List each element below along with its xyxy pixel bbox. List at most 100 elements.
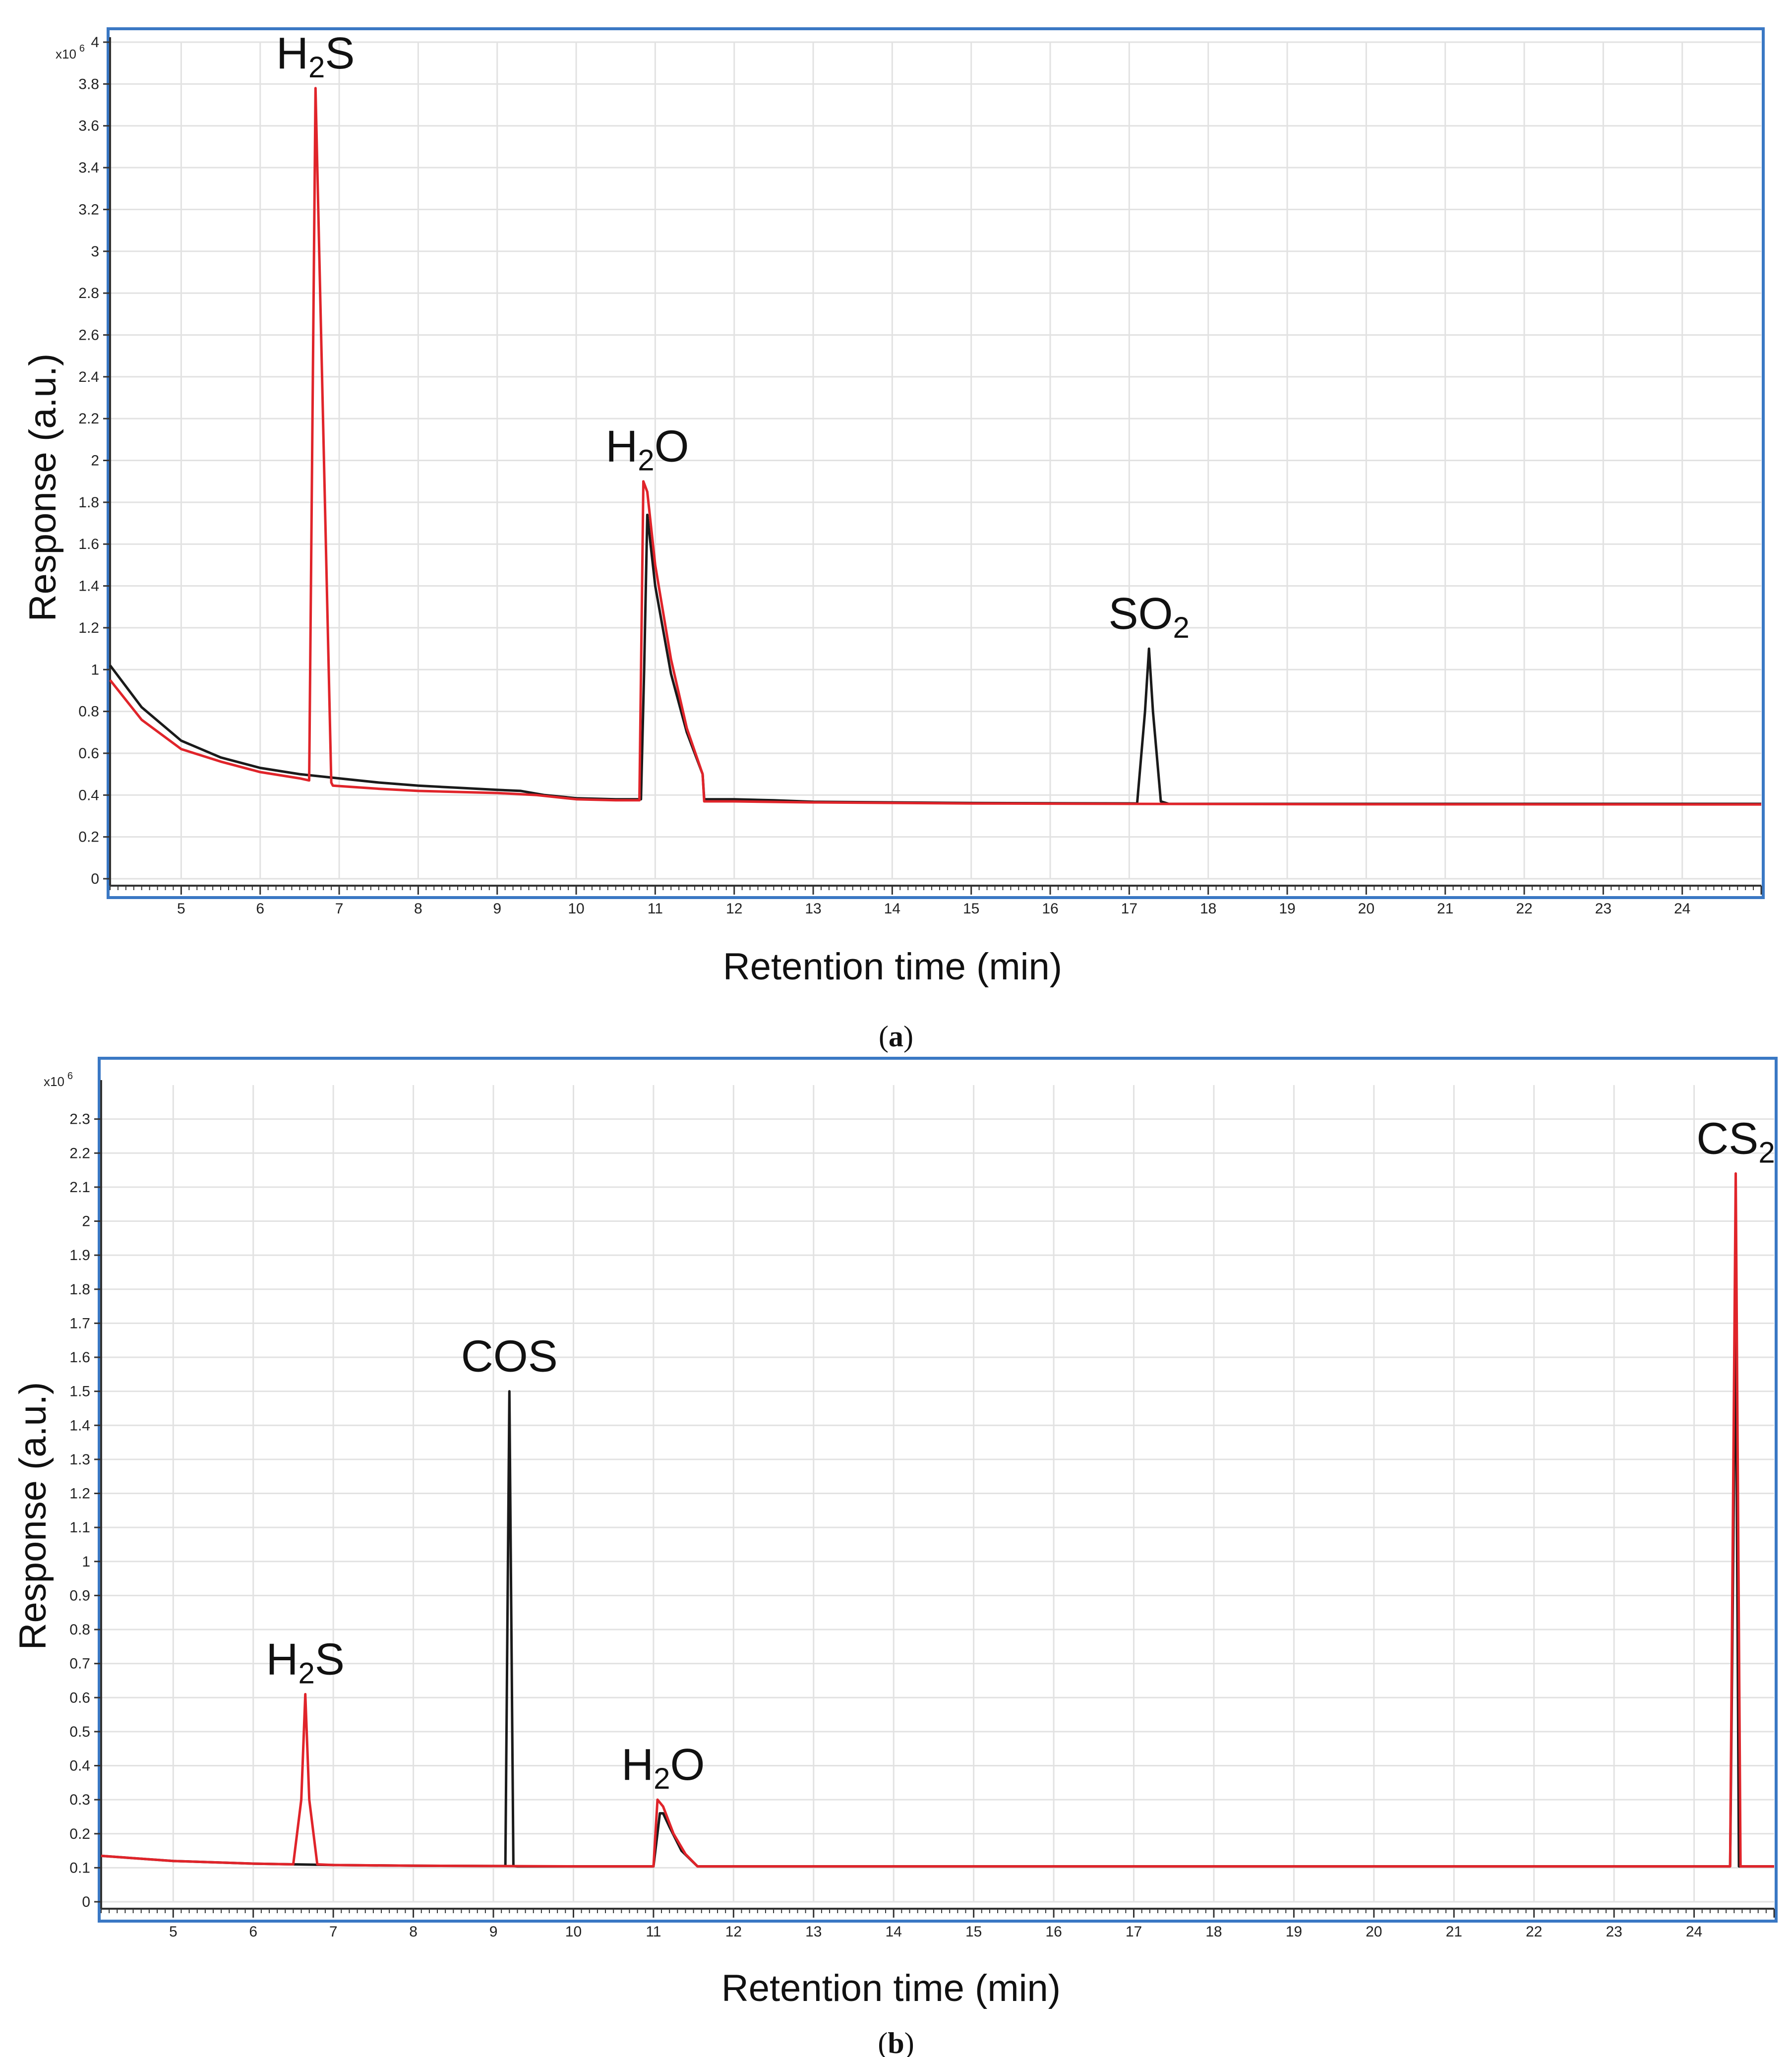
panel-b-series-red-line: [101, 1172, 1774, 1868]
panel-a-ytick-label-10: 2: [91, 453, 99, 469]
panel-b-frame: [98, 1057, 1778, 1923]
panel-a-xtick-label-3: 8: [414, 901, 422, 917]
panel-b-ytick-label-20: 2: [82, 1213, 90, 1230]
panel-a-ytick-label-14: 2.8: [78, 285, 99, 302]
panel-b-xtick-label-4: 9: [489, 1924, 498, 1940]
panel-b-series: [101, 1172, 1774, 1868]
panel-b-peak-label-2-tail: O: [670, 1740, 705, 1790]
panel-b-peak-label-0-main: H: [266, 1634, 298, 1684]
panel-a-scale-label: x10 6: [56, 43, 85, 61]
panel-b-peak-label-0-sub: 2: [298, 1656, 314, 1690]
panel-a-peak-label-0: H2S: [276, 29, 355, 84]
panel-a-ytick-label-3: 0.6: [78, 745, 99, 762]
panel-b-xtick-label-10: 15: [965, 1924, 982, 1940]
panel-a-ytick-label-8: 1.6: [78, 536, 99, 552]
panel-a-ytick-label-12: 2.4: [78, 369, 99, 385]
panel-b-xtick-label-2: 7: [329, 1924, 338, 1940]
panel-a-ytick-label-19: 3.8: [78, 76, 99, 92]
panel-a-xtick-label-7: 12: [726, 901, 742, 917]
panel-a-xtick-label-0: 5: [177, 901, 185, 917]
panel-a-ytick-label-18: 3.6: [78, 118, 99, 134]
panel-b-xtick-label-15: 20: [1366, 1924, 1382, 1940]
panel-a-xtick-label-18: 23: [1595, 901, 1612, 917]
panel-b-xtick-label-12: 17: [1126, 1924, 1142, 1940]
panel-b-xtick-label-16: 21: [1446, 1924, 1462, 1940]
panel-b-ytick-label-16: 1.6: [69, 1349, 90, 1366]
panel-b-y-axis-label: Response (a.u.): [12, 1382, 54, 1650]
panel-a-peak-label-2-sub: 2: [1173, 611, 1190, 644]
panel-b-ytick-label-21: 2.1: [69, 1179, 90, 1196]
panel-a-xtick-label-16: 21: [1437, 901, 1453, 917]
panel-a-xtick-label-10: 15: [963, 901, 979, 917]
panel-b-caption-letter: b: [888, 2027, 904, 2057]
panel-a-ytick-label-6: 1.2: [78, 620, 99, 636]
panel-a-peak-label-1-sub: 2: [638, 444, 654, 477]
panel-a-series-black-line: [109, 513, 1761, 805]
panel-b-ytick-label-10: 1: [82, 1554, 90, 1570]
panel-b-peak-label-0: H2S: [266, 1634, 344, 1690]
panel-b-peak-label-1: COS: [461, 1332, 558, 1382]
panel-a-frame: [107, 27, 1765, 899]
panel-a-xtick-label-17: 22: [1516, 901, 1532, 917]
panel-b-ytick-label-1: 0.1: [69, 1860, 90, 1876]
panel-a-ytick-label-17: 3.4: [78, 160, 99, 176]
panel-a-peak-label-0-sub: 2: [308, 51, 325, 84]
panel-b-peak-label-3-sub: 2: [1758, 1136, 1775, 1169]
panel-a-ytick-label-0: 0: [91, 871, 99, 887]
panel-b-xtick-label-11: 16: [1045, 1924, 1062, 1940]
panel-b-ytick-label-22: 2.2: [69, 1145, 90, 1161]
panel-b-caption-close: ): [904, 2027, 914, 2057]
panel-b-peak-label-0-tail: S: [315, 1634, 345, 1684]
panel-b-ytick-label-19: 1.9: [69, 1247, 90, 1264]
panel-b-scale-exponent: 6: [67, 1071, 73, 1082]
panel-b-xtick-label-8: 13: [805, 1924, 822, 1940]
panel-a-scale-exponent: 6: [79, 43, 85, 54]
panel-b-ytick-label-7: 0.7: [69, 1656, 90, 1672]
panel-a-peak-label-2-main: SO: [1108, 589, 1173, 639]
panel-a-xtick-label-4: 9: [493, 901, 501, 917]
panel-b-xtick-label-1: 6: [249, 1924, 257, 1940]
panel-b-xtick-label-19: 24: [1686, 1924, 1702, 1940]
panel-a-caption: (a): [879, 1020, 913, 1053]
panel-a-xtick-label-1: 6: [256, 901, 264, 917]
panel-a-xtick-label-14: 19: [1279, 901, 1295, 917]
panel-b-ytick-label-6: 0.6: [69, 1690, 90, 1706]
panel-b-xtick-label-7: 12: [725, 1924, 742, 1940]
panel-b-ytick-label-11: 1.1: [69, 1519, 90, 1536]
panel-a: 5 6 7 8 9 10 11 12 13 14 15 16 17 18 19 20 21 22 23 2400.20…: [22, 27, 1765, 1053]
panel-a-y-axis-label: Response (a.u.): [22, 354, 64, 622]
panel-b-xtick-label-0: 5: [169, 1924, 178, 1940]
panel-a-xtick-label-2: 7: [335, 901, 344, 917]
panel-b-ytick-label-0: 0: [82, 1894, 90, 1910]
panel-a-peak-label-1-main: H: [605, 422, 638, 472]
panel-b-xtick-label-5: 10: [565, 1924, 582, 1940]
panel-a-grid: [110, 41, 1761, 880]
panel-b-axes: 5 6 7 8 9 10 11 12 13 14 15 16 17 18 19 20 21 22 23 2400.10…: [69, 1080, 1775, 1940]
panel-a-ytick-label-2: 0.4: [78, 787, 99, 803]
panel-a-ytick-label-11: 2.2: [78, 411, 99, 427]
panel-b-ytick-label-13: 1.3: [69, 1452, 90, 1468]
panel-b-peak-label-2: H2O: [621, 1740, 705, 1795]
panel-b-ytick-label-9: 0.9: [69, 1587, 90, 1604]
panel-b-xtick-label-18: 23: [1606, 1924, 1622, 1940]
panel-b-xtick-label-6: 11: [646, 1924, 661, 1940]
panel-a-xtick-label-19: 24: [1674, 901, 1690, 917]
panel-a-peak-label-0-tail: S: [325, 29, 355, 78]
panel-b-xtick-label-9: 14: [886, 1924, 902, 1940]
panel-b: 5 6 7 8 9 10 11 12 13 14 15 16 17 18 19 20 21 22 23 2400.10…: [12, 1057, 1778, 2057]
panel-a-peak-label-2: SO2: [1108, 589, 1189, 644]
panel-b-xtick-label-14: 19: [1286, 1924, 1302, 1940]
panel-b-ytick-label-8: 0.8: [69, 1622, 90, 1638]
panel-b-peak-label-1-main: COS: [461, 1332, 558, 1382]
panel-b-peak-label-2-sub: 2: [654, 1762, 670, 1795]
panel-b-peak-label-3-main: CS: [1696, 1114, 1758, 1163]
panel-a-xtick-label-9: 14: [884, 901, 900, 917]
panel-b-caption: (b): [878, 2027, 914, 2057]
panel-a-xtick-label-5: 10: [568, 901, 584, 917]
panel-b-ytick-label-2: 0.2: [69, 1826, 90, 1842]
panel-b-xtick-label-17: 22: [1526, 1924, 1542, 1940]
panel-b-ytick-label-14: 1.4: [69, 1417, 90, 1434]
panel-a-xtick-label-13: 18: [1200, 901, 1216, 917]
